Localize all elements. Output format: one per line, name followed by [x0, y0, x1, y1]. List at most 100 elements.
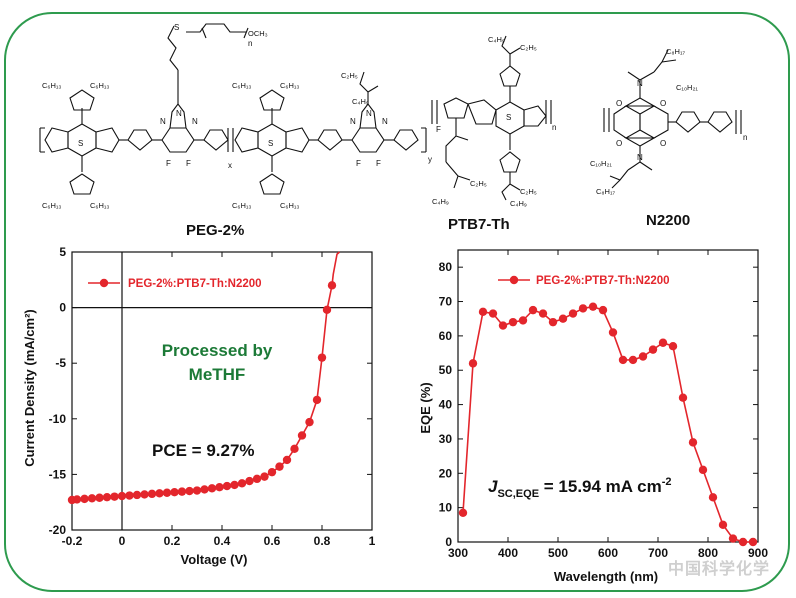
chemical-structures: C₆H₁₃ C₆H₁₃ C₆H₁₃ C₆H₁₃ C₆H₁₃ C₆H₁₃ C₆H₁…: [39, 23, 747, 210]
chem-frag-c6h13: C₆H₁₃: [90, 201, 109, 210]
chem-subscript-n: n: [248, 39, 252, 48]
jv-xtick-label: -0.2: [62, 534, 83, 548]
eqe-data-point: [668, 341, 678, 351]
chem-atom-n: N: [192, 117, 198, 126]
jv-data-point: [185, 486, 194, 496]
jv-ylabel: Current Density (mA/cm²): [22, 309, 37, 466]
chem-frag-c4h9: C₄H₉: [432, 197, 449, 206]
eqe-data-point: [638, 352, 648, 361]
eqe-data-point: [648, 345, 658, 354]
eqe-legend-marker: [509, 275, 519, 285]
eqe-data-point: [568, 309, 578, 318]
jv-data-point: [267, 467, 277, 477]
eqe-ytick-label: 30: [439, 432, 453, 446]
eqe-ytick-label: 0: [445, 535, 452, 549]
jv-annotation-pce: PCE = 9.27%: [152, 441, 255, 460]
jv-data-point: [230, 480, 239, 490]
chem-atom-n: N: [382, 117, 388, 126]
chem-atom-n: N: [350, 117, 356, 126]
eqe-data-point: [468, 359, 478, 368]
eqe-ytick-label: 20: [439, 466, 453, 480]
eqe-ytick-label: 70: [439, 295, 453, 309]
eqe-xtick-label: 800: [698, 546, 718, 560]
eqe-xtick-label: 300: [448, 546, 468, 560]
chem-atom-s: S: [78, 139, 83, 148]
eqe-data-point: [708, 493, 718, 502]
watermark-text: 中国科学化学: [668, 561, 771, 578]
eqe-data-point: [528, 305, 538, 315]
jv-ytick-label: -10: [49, 412, 67, 426]
eqe-xtick-label: 900: [748, 546, 768, 560]
jv-data-point: [117, 491, 127, 501]
n2200-structure-label: N2200: [646, 212, 691, 229]
eqe-data-point: [498, 321, 508, 330]
chem-frag-c6h13: C₆H₁₃: [232, 201, 251, 210]
jv-ytick-label: -15: [49, 467, 67, 481]
chem-frag-c2h5: C₂H₅: [341, 71, 358, 80]
eqe-ytick-label: 10: [439, 501, 453, 515]
eqe-data-point: [618, 355, 628, 365]
jv-legend-marker: [99, 278, 109, 288]
chem-frag-c6h13: C₆H₁₃: [280, 81, 299, 90]
chem-frag-c4h9: C₄H₉: [510, 199, 527, 208]
jv-data-point: [87, 494, 97, 503]
eqe-data-point: [508, 317, 518, 327]
chem-frag-c6h13: C₆H₁₃: [42, 201, 61, 210]
jv-data-point: [312, 395, 322, 405]
jv-xtick-label: 0.2: [164, 534, 181, 548]
eqe-data-point: [518, 316, 528, 325]
jv-xtick-label: 0.8: [314, 534, 331, 548]
eqe-ytick-label: 40: [439, 398, 453, 412]
jv-data-point: [245, 476, 254, 486]
jv-data-point: [140, 490, 149, 499]
chem-atom-s: S: [506, 113, 511, 122]
eqe-data-point: [538, 309, 548, 318]
jv-data-point: [177, 487, 187, 496]
eqe-xtick-label: 600: [598, 546, 618, 560]
chem-atom-f: F: [186, 159, 191, 168]
jv-xtick-label: 0.4: [214, 534, 231, 548]
chem-atom-n: N: [637, 153, 643, 162]
chem-frag-c4h9: C₄H₉: [488, 35, 505, 44]
chem-atom-s: S: [268, 139, 273, 148]
chem-frag-c6h13: C₆H₁₃: [232, 81, 251, 90]
chem-atom-n: N: [176, 109, 182, 118]
chem-frag-c6h13: C₆H₁₃: [280, 201, 299, 210]
jv-data-point: [222, 481, 232, 491]
jv-data-point: [317, 353, 327, 362]
jv-data-point: [95, 493, 104, 502]
eqe-ytick-label: 60: [439, 329, 453, 343]
eqe-data-point: [748, 537, 758, 547]
jv-data-point: [102, 492, 112, 502]
chem-subscript-n: n: [743, 133, 747, 142]
eqe-data-point: [628, 355, 638, 365]
eqe-data-point: [598, 305, 608, 315]
jv-data-point: [252, 474, 262, 484]
jv-ytick-label: -20: [49, 523, 67, 537]
chem-frag-c8h17: C₈H₁₇: [666, 47, 685, 56]
eqe-data-point: [718, 520, 728, 530]
chem-atom-n: N: [637, 79, 643, 88]
chem-frag-c8h17: C₈H₁₇: [596, 187, 615, 196]
eqe-data-point: [578, 304, 588, 313]
eqe-data-point: [588, 302, 598, 311]
jv-data-point: [200, 485, 209, 494]
jv-data-point: [322, 305, 332, 315]
chem-frag-c2h5: C₂H₅: [520, 187, 537, 196]
eqe-data-point: [728, 534, 738, 543]
jv-xlabel: Voltage (V): [181, 552, 248, 567]
jv-chart: -0.2 0 0.2 0.4 0.6 0.8 1 -20 -15 -10 -5 0 5 PEG-2%:P…: [22, 245, 376, 567]
jv-annotation-processed: Processed by: [162, 341, 273, 360]
eqe-data-point: [558, 314, 568, 323]
eqe-data-point: [488, 309, 498, 318]
chem-atom-s: S: [174, 23, 179, 32]
chem-atom-f: F: [166, 159, 171, 168]
chem-frag-c4h9: C₄H₉: [352, 97, 369, 106]
eqe-chart: 300 400 500 600 700 800 900 0 10 20 30 40 50 60 70 80 P…: [418, 249, 768, 584]
jv-data-point: [237, 479, 247, 488]
peg-structure-label: PEG-2%: [186, 222, 245, 239]
eqe-xtick-label: 700: [648, 546, 668, 560]
chem-frag-c2h5: C₂H₅: [470, 179, 487, 188]
jv-xtick-label: 0: [119, 534, 126, 548]
jv-data-point: [282, 455, 292, 465]
